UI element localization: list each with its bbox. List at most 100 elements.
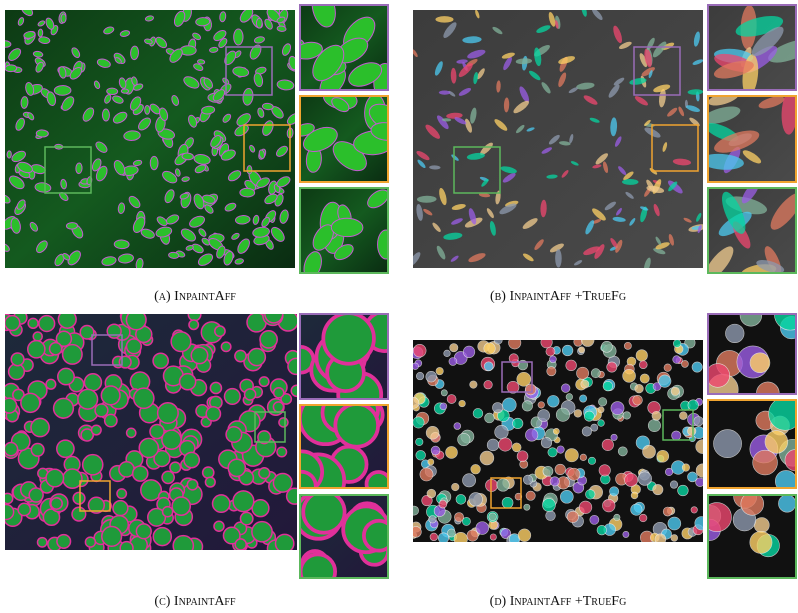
- cell: [441, 390, 447, 396]
- cell: [21, 393, 40, 412]
- image-content: [0, 305, 304, 557]
- cell: [659, 375, 671, 387]
- cell: [119, 356, 131, 368]
- cell: [579, 501, 592, 514]
- cell: [215, 326, 225, 336]
- cell: [252, 500, 269, 517]
- image-content: [293, 0, 395, 101]
- cell: [611, 402, 624, 415]
- cell: [633, 395, 643, 405]
- cell: [769, 397, 798, 430]
- cell: [463, 346, 475, 358]
- cell: [663, 507, 672, 516]
- cell: [550, 477, 559, 486]
- cell: [277, 447, 287, 457]
- image-content: [708, 5, 798, 97]
- cell: [245, 389, 256, 400]
- cell: [665, 468, 672, 475]
- cell: [546, 511, 556, 521]
- cell: [203, 467, 214, 478]
- cell: [557, 446, 564, 453]
- cell: [579, 347, 585, 353]
- image-content: [700, 179, 798, 285]
- cell: [114, 240, 129, 249]
- image: [0, 3, 302, 270]
- cell: [28, 341, 45, 358]
- cell: [476, 522, 489, 535]
- image: [708, 5, 798, 97]
- cell: [113, 501, 128, 516]
- cell: [631, 504, 642, 515]
- cell: [105, 414, 117, 426]
- cell: [240, 512, 252, 524]
- cell: [38, 29, 43, 37]
- cell: [598, 420, 605, 427]
- cell: [581, 334, 594, 347]
- cell: [688, 400, 699, 411]
- cell: [480, 451, 494, 465]
- cell: [57, 535, 71, 549]
- cell: [456, 494, 466, 504]
- cell: [577, 367, 589, 379]
- cell: [518, 529, 531, 542]
- image-content: [407, 4, 707, 273]
- cell: [184, 452, 199, 467]
- cell: [323, 313, 374, 364]
- cell: [11, 353, 24, 366]
- cell: [444, 350, 451, 357]
- image: [407, 4, 707, 273]
- cell: [206, 407, 220, 421]
- cell: [484, 362, 493, 371]
- cell: [566, 394, 573, 401]
- cell: [7, 151, 12, 158]
- cell: [525, 429, 538, 442]
- cell: [725, 324, 744, 343]
- cell: [189, 320, 198, 329]
- cell: [636, 350, 648, 362]
- cell: [692, 362, 702, 372]
- cell: [31, 443, 44, 456]
- cell: [133, 466, 148, 481]
- cell: [526, 491, 535, 500]
- cell: [670, 481, 678, 489]
- cell: [523, 475, 532, 484]
- cell: [170, 462, 181, 473]
- cell: [426, 426, 439, 439]
- cell: [517, 451, 528, 462]
- cell: [502, 497, 513, 508]
- cell: [599, 465, 610, 476]
- cell: [614, 514, 620, 520]
- cell: [623, 412, 631, 420]
- image-content: [0, 3, 302, 270]
- cell: [234, 29, 243, 45]
- figure-images: [0, 0, 798, 593]
- cell: [130, 46, 139, 60]
- cell: [101, 386, 120, 405]
- cell: [410, 506, 419, 515]
- cell: [58, 368, 74, 384]
- cell: [490, 534, 496, 540]
- cell: [525, 384, 536, 395]
- cell: [416, 450, 426, 460]
- image-content: [700, 89, 798, 182]
- cell: [750, 353, 770, 373]
- cell: [426, 371, 437, 382]
- cell: [134, 388, 154, 408]
- cell: [566, 360, 577, 371]
- cell: [50, 343, 62, 355]
- cell: [556, 408, 569, 421]
- cell: [451, 483, 459, 491]
- cell: [38, 538, 47, 547]
- cell: [499, 438, 512, 451]
- cell: [102, 527, 122, 547]
- cell: [378, 230, 395, 259]
- cell: [412, 363, 419, 370]
- cell: [618, 447, 627, 456]
- cell: [447, 395, 456, 404]
- cell: [162, 430, 181, 449]
- cell: [39, 316, 55, 332]
- cell: [182, 153, 194, 160]
- caption: (d) InpaintAff +TrueFg: [490, 594, 627, 609]
- cell: [590, 515, 599, 524]
- caption: (b) InpaintAff +TrueFg: [490, 289, 626, 304]
